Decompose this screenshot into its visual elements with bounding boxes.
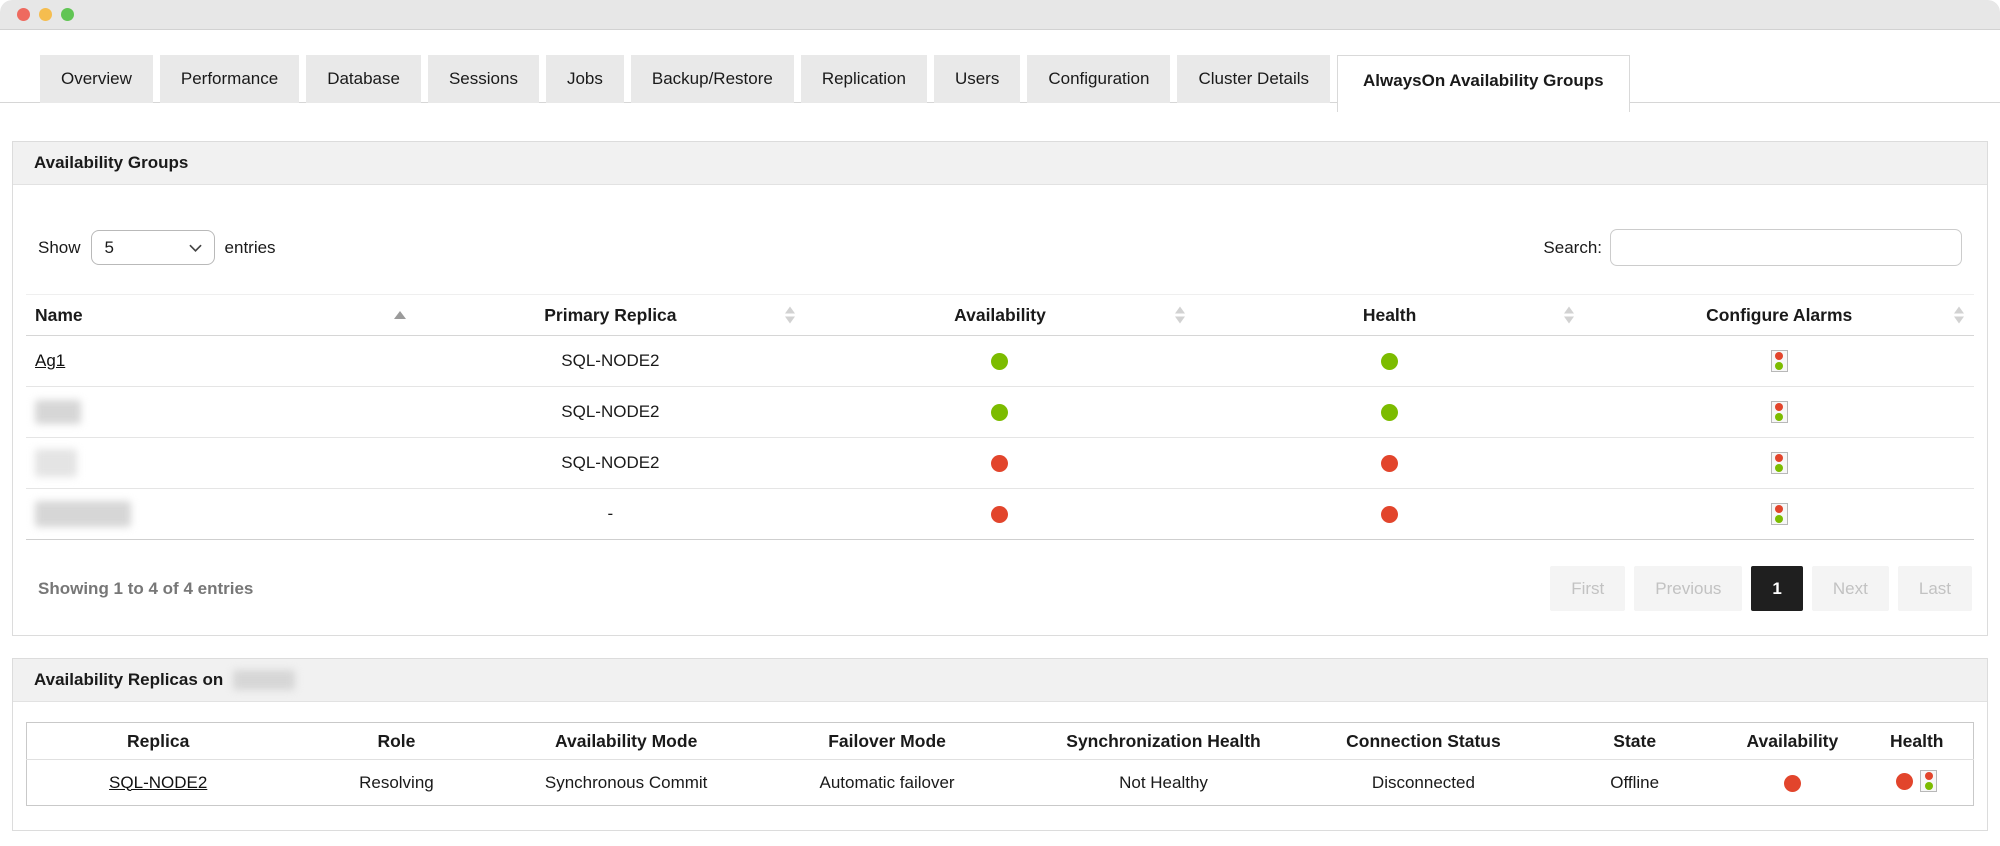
replica-name-link[interactable]: SQL-NODE2: [109, 772, 208, 792]
tab-overview[interactable]: Overview: [40, 55, 153, 103]
tab-database[interactable]: Database: [306, 55, 421, 103]
column-header-health[interactable]: Health: [1194, 294, 1585, 336]
availability-mode-cell: Synchronous Commit: [544, 772, 708, 792]
page-size-control: Show 5 entries: [38, 230, 276, 265]
search-input[interactable]: [1610, 229, 1962, 266]
column-header-availability: Availability: [1724, 722, 1861, 760]
sort-both-icon: [1954, 306, 1964, 324]
redacted-server-name: [233, 670, 296, 690]
tab-backup-restore[interactable]: Backup/Restore: [630, 55, 794, 103]
next-page-button[interactable]: Next: [1811, 566, 1889, 611]
group-name-link[interactable]: Ag1: [35, 351, 66, 370]
panel-title: Availability Groups: [34, 153, 189, 172]
availability-status-dot: [991, 353, 1009, 371]
primary-replica-cell: SQL-NODE2: [415, 437, 806, 489]
last-page-button[interactable]: Last: [1897, 566, 1972, 611]
health-status-dot: [1381, 506, 1399, 524]
primary-replica-cell: SQL-NODE2: [415, 386, 806, 438]
availability-status-dot: [1783, 774, 1801, 792]
column-header-health: Health: [1860, 722, 1974, 760]
search-control: Search:: [1543, 229, 1962, 266]
failover-mode-cell: Automatic failover: [819, 772, 955, 792]
tab-users[interactable]: Users: [933, 55, 1021, 103]
table-row: Ag1 SQL-NODE2: [26, 335, 1974, 387]
column-header-state: State: [1545, 722, 1725, 760]
health-status-dot: [1381, 455, 1399, 473]
sort-both-icon: [1174, 306, 1185, 324]
close-window-icon[interactable]: [17, 8, 30, 21]
pagination: First Previous 1 Next Last: [1550, 566, 1972, 611]
primary-replica-cell: SQL-NODE2: [415, 335, 806, 387]
tab-performance[interactable]: Performance: [159, 55, 300, 103]
availability-status-dot: [991, 506, 1009, 524]
column-header-name[interactable]: Name: [26, 294, 416, 336]
tab-cluster-details[interactable]: Cluster Details: [1177, 55, 1331, 103]
column-header-configure-alarms[interactable]: Configure Alarms: [1584, 294, 1974, 336]
sort-ascending-icon: [393, 311, 406, 319]
redacted-group-name: [35, 449, 77, 477]
show-label: Show: [38, 237, 81, 257]
state-cell: Offline: [1610, 772, 1660, 792]
table-header-row: Name Primary Replica Availability H: [26, 294, 1974, 336]
zoom-window-icon[interactable]: [61, 8, 74, 21]
traffic-light-icon[interactable]: [1770, 401, 1788, 423]
tab-configuration[interactable]: Configuration: [1027, 55, 1171, 103]
column-header-failover-mode: Failover Mode: [748, 722, 1026, 760]
primary-replica-cell: -: [415, 488, 806, 540]
redacted-group-name: [35, 400, 81, 424]
availability-status-dot: [991, 404, 1009, 422]
minimize-window-icon[interactable]: [39, 8, 52, 21]
entries-label: entries: [224, 237, 276, 257]
first-page-button[interactable]: First: [1550, 566, 1626, 611]
search-label: Search:: [1543, 237, 1602, 257]
previous-page-button[interactable]: Previous: [1634, 566, 1743, 611]
traffic-light-icon[interactable]: [1770, 503, 1788, 525]
table-row: -: [26, 488, 1974, 540]
availability-replicas-panel-header: Availability Replicas on: [13, 659, 1987, 702]
tab-bar: Overview Performance Database Sessions J…: [0, 55, 2000, 112]
health-status-dot: [1896, 772, 1914, 790]
synchronization-health-cell: Not Healthy: [1119, 772, 1208, 792]
availability-status-dot: [991, 455, 1009, 473]
traffic-light-icon[interactable]: [1920, 770, 1938, 793]
table-row: SQL-NODE2 Resolving Synchronous Commit A…: [27, 760, 1974, 806]
availability-groups-panel-header: Availability Groups: [13, 142, 1987, 185]
tab-replication[interactable]: Replication: [800, 55, 927, 103]
table-row: SQL-NODE2: [26, 386, 1974, 438]
connection-status-cell: Disconnected: [1371, 772, 1475, 792]
role-cell: Resolving: [359, 772, 434, 792]
tab-jobs[interactable]: Jobs: [545, 55, 624, 103]
tab-sessions[interactable]: Sessions: [427, 55, 539, 103]
health-status-dot: [1381, 353, 1399, 371]
column-header-availability-mode: Availability Mode: [503, 722, 749, 760]
page-size-select[interactable]: 5: [90, 230, 215, 265]
sort-both-icon: [1564, 306, 1575, 324]
sort-both-icon: [785, 306, 796, 324]
column-header-primary-replica[interactable]: Primary Replica: [415, 294, 806, 336]
column-header-replica: Replica: [26, 722, 290, 760]
tab-alwayson-availability-groups[interactable]: AlwaysOn Availability Groups: [1337, 55, 1630, 112]
table-header-row: Replica Role Availability Mode Failover …: [26, 722, 1974, 760]
column-header-synchronization-health: Synchronization Health: [1025, 722, 1302, 760]
column-header-role: Role: [289, 722, 504, 760]
current-page-button[interactable]: 1: [1751, 566, 1803, 611]
health-status-dot: [1381, 404, 1399, 422]
column-header-connection-status: Connection Status: [1301, 722, 1546, 760]
table-row: SQL-NODE2: [26, 437, 1974, 489]
traffic-light-icon[interactable]: [1770, 350, 1788, 372]
availability-groups-panel: Availability Groups Show 5 entries Searc…: [12, 141, 1988, 636]
panel-title: Availability Replicas on: [34, 670, 224, 689]
redacted-group-name: [35, 501, 131, 527]
availability-replicas-panel: Availability Replicas on Replica Role Av…: [12, 658, 1988, 831]
window-titlebar: [0, 0, 2000, 30]
page-size-value: 5: [104, 237, 114, 257]
entries-summary: Showing 1 to 4 of 4 entries: [38, 578, 254, 598]
column-header-availability[interactable]: Availability: [805, 294, 1195, 336]
traffic-light-icon[interactable]: [1770, 452, 1788, 474]
chevron-down-icon: [188, 244, 202, 252]
availability-groups-table: Name Primary Replica Availability H: [26, 294, 1974, 540]
availability-replicas-table: Replica Role Availability Mode Failover …: [26, 722, 1974, 806]
